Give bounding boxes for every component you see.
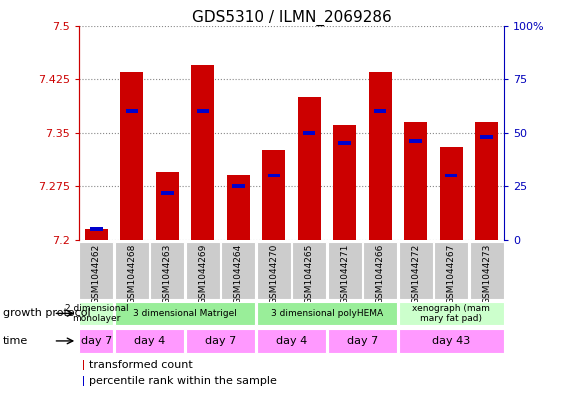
Bar (83, 360, 85, 370)
Text: day 7: day 7 (81, 336, 112, 346)
Bar (328, 329, 397, 353)
Bar (186, 242, 220, 299)
Bar (399, 302, 504, 325)
Bar (368, 72, 392, 240)
Text: GSM1044273: GSM1044273 (482, 243, 491, 304)
Bar (79, 242, 114, 299)
Bar (434, 242, 468, 299)
Bar (257, 329, 326, 353)
Text: GSM1044269: GSM1044269 (198, 243, 208, 304)
Bar (257, 242, 291, 299)
Text: GSM1044266: GSM1044266 (375, 243, 385, 304)
Text: day 43: day 43 (432, 336, 470, 346)
Bar (232, 184, 244, 188)
Text: GSM1044264: GSM1044264 (234, 243, 243, 304)
Bar (196, 109, 209, 113)
Bar (150, 242, 184, 299)
Bar (298, 97, 321, 240)
Text: day 7: day 7 (347, 336, 378, 346)
Text: day 7: day 7 (205, 336, 236, 346)
Bar (191, 65, 215, 240)
Bar (227, 175, 250, 240)
Bar (333, 125, 356, 240)
Text: GSM1044265: GSM1044265 (305, 243, 314, 304)
Bar (292, 242, 326, 299)
Bar (339, 141, 351, 145)
Bar (126, 109, 138, 113)
Bar (186, 329, 255, 353)
Text: percentile rank within the sample: percentile rank within the sample (89, 376, 276, 386)
Bar (262, 151, 285, 240)
Bar (83, 376, 85, 386)
Bar (445, 174, 457, 177)
Bar (303, 131, 315, 134)
Text: day 4: day 4 (134, 336, 165, 346)
Text: 2 dimensional
monolayer: 2 dimensional monolayer (65, 304, 128, 323)
Bar (469, 242, 504, 299)
Text: GSM1044272: GSM1044272 (411, 243, 420, 304)
Text: GSM1044262: GSM1044262 (92, 243, 101, 304)
Bar (115, 329, 184, 353)
Bar (156, 172, 179, 240)
Bar (222, 242, 255, 299)
Text: 3 dimensional polyHEMA: 3 dimensional polyHEMA (271, 309, 383, 318)
Text: GDS5310 / ILMN_2069286: GDS5310 / ILMN_2069286 (192, 10, 391, 26)
Bar (79, 302, 114, 325)
Bar (399, 329, 504, 353)
Bar (409, 139, 422, 143)
Bar (90, 227, 103, 231)
Text: GSM1044263: GSM1044263 (163, 243, 172, 304)
Bar (120, 72, 143, 240)
Bar (404, 122, 427, 240)
Text: 3 dimensional Matrigel: 3 dimensional Matrigel (133, 309, 237, 318)
Bar (374, 109, 387, 113)
Text: GSM1044270: GSM1044270 (269, 243, 278, 304)
Text: time: time (3, 336, 28, 346)
Bar (363, 242, 397, 299)
Text: GSM1044271: GSM1044271 (340, 243, 349, 304)
Text: growth protocol: growth protocol (3, 309, 90, 318)
Text: transformed count: transformed count (89, 360, 192, 370)
Text: GSM1044267: GSM1044267 (447, 243, 455, 304)
Bar (328, 242, 361, 299)
Bar (440, 147, 463, 240)
Text: GSM1044268: GSM1044268 (128, 243, 136, 304)
Bar (475, 122, 498, 240)
Bar (79, 329, 114, 353)
Bar (399, 242, 433, 299)
Bar (257, 302, 397, 325)
Bar (161, 191, 174, 195)
Bar (268, 174, 280, 177)
Text: day 4: day 4 (276, 336, 307, 346)
Bar (115, 242, 149, 299)
Text: xenograph (mam
mary fat pad): xenograph (mam mary fat pad) (412, 304, 490, 323)
Bar (480, 135, 493, 139)
Bar (115, 302, 255, 325)
Bar (85, 229, 108, 240)
